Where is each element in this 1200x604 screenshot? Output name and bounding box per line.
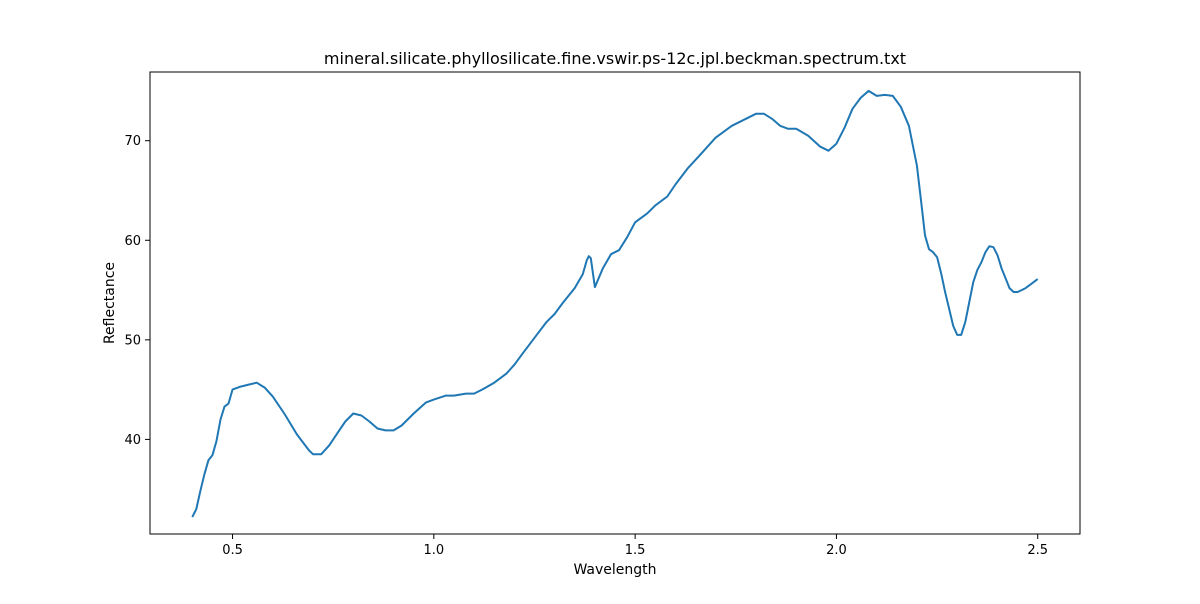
y-tick-label: 40 — [124, 433, 141, 448]
y-axis-label: Reflectance — [102, 262, 118, 344]
y-tick-label: 60 — [124, 234, 141, 249]
y-tick-label: 50 — [124, 333, 141, 348]
x-axis-label: Wavelength — [573, 562, 656, 578]
x-tick-label: 0.5 — [222, 543, 243, 558]
reflectance-series-line — [191, 89, 1039, 518]
x-tick-label: 2.0 — [826, 543, 847, 558]
x-axis-ticks: 0.5 1.0 1.5 2.0 2.5 — [222, 534, 1048, 558]
chart-title: mineral.silicate.phyllosilicate.fine.vsw… — [324, 49, 906, 68]
x-tick-label: 1.5 — [625, 543, 646, 558]
x-tick-label: 1.0 — [423, 543, 444, 558]
y-tick-label: 70 — [124, 134, 141, 149]
plot-area-frame — [149, 71, 1081, 535]
x-tick-label: 2.5 — [1027, 543, 1048, 558]
y-axis-ticks: 40 50 60 70 — [124, 134, 150, 448]
